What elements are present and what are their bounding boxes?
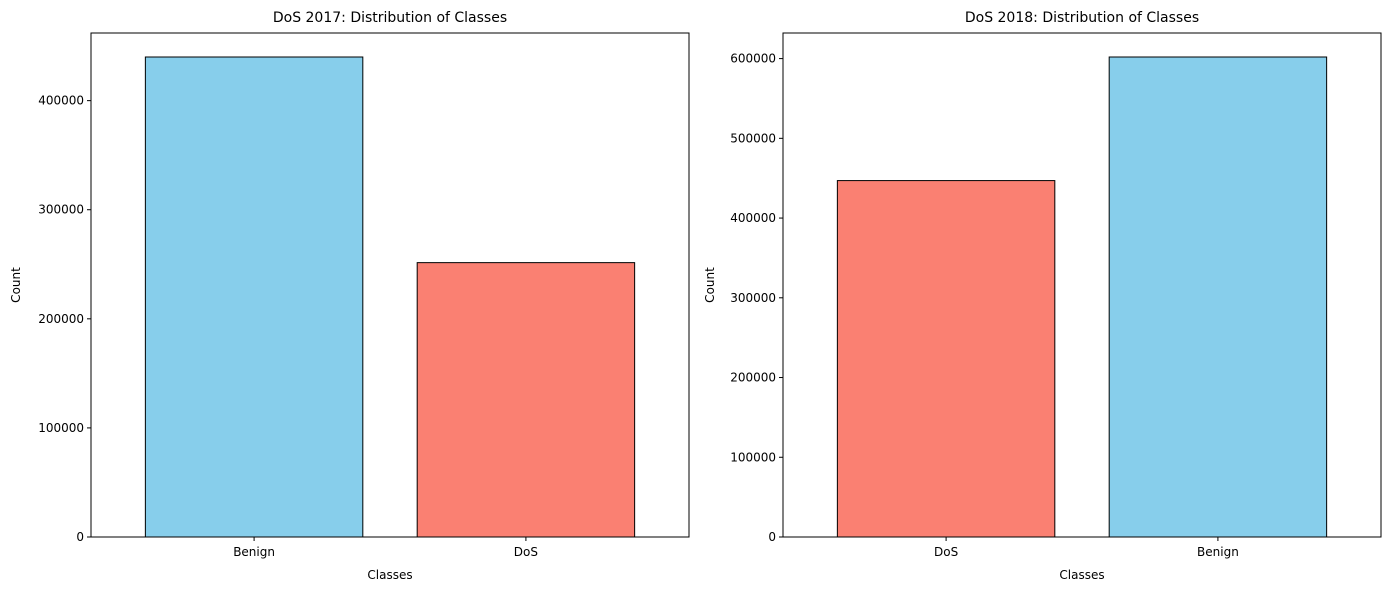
- y-tick-label: 0: [768, 530, 776, 544]
- chart-dos-2017: DoS 2017: Distribution of Classes Classe…: [9, 10, 690, 582]
- chart-title: DoS 2017: Distribution of Classes: [273, 10, 507, 26]
- chart-title: DoS 2018: Distribution of Classes: [965, 10, 1199, 26]
- y-tick-label: 0: [76, 530, 84, 544]
- chart-dos-2018: DoS 2018: Distribution of Classes Classe…: [703, 10, 1382, 582]
- y-axis-label: Count: [9, 267, 23, 303]
- x-tick-label: Benign: [1197, 545, 1239, 559]
- x-axis-label: Classes: [1059, 568, 1104, 582]
- x-tick-label: DoS: [934, 545, 958, 559]
- bar-benign: [1108, 56, 1328, 538]
- x-axis-label: Classes: [367, 568, 412, 582]
- y-tick-label: 300000: [38, 203, 84, 217]
- y-tick-label: 400000: [38, 94, 84, 108]
- y-tick-label: 100000: [730, 450, 776, 464]
- y-axis-label: Count: [703, 267, 717, 303]
- y-tick-label: 200000: [730, 371, 776, 385]
- y-tick-label: 300000: [730, 291, 776, 305]
- x-tick-label: Benign: [233, 545, 275, 559]
- plot-frame: [782, 32, 1382, 538]
- x-tick-label: DoS: [514, 545, 538, 559]
- bar-dos: [416, 262, 636, 538]
- bar-benign: [144, 56, 364, 538]
- y-tick-label: 200000: [38, 312, 84, 326]
- bar-dos: [836, 180, 1056, 538]
- y-tick-label: 100000: [38, 421, 84, 435]
- y-tick-label: 500000: [730, 131, 776, 145]
- y-tick-label: 600000: [730, 52, 776, 66]
- y-tick-label: 400000: [730, 211, 776, 225]
- plot-frame: [90, 32, 690, 538]
